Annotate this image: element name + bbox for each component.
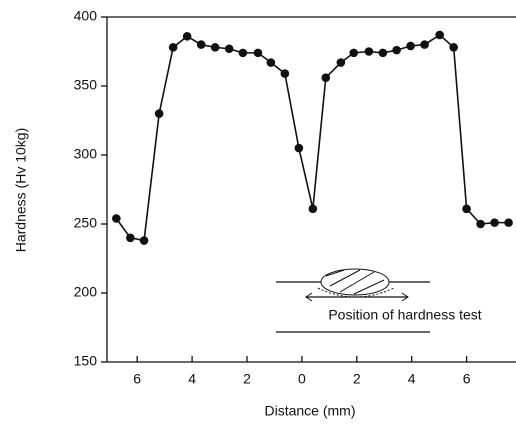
data-point: [449, 43, 458, 52]
y-tick-label: 300: [74, 146, 98, 162]
data-point: [112, 214, 121, 223]
data-point: [253, 48, 263, 58]
haz: [317, 287, 395, 298]
weld-diagram: [276, 268, 430, 333]
hatch: [325, 269, 385, 295]
data-point: [126, 233, 135, 243]
data-point: [349, 48, 359, 58]
weld-bead: [320, 268, 390, 296]
x-tick-label: 2: [353, 371, 361, 387]
data-point: [224, 44, 234, 54]
x-tick-label: 2: [243, 371, 251, 387]
x-tick-label: 4: [408, 371, 416, 387]
x-tick-label: 6: [463, 371, 471, 387]
data-point: [139, 236, 149, 245]
x-axis-label: Distance (mm): [264, 403, 355, 419]
data-point: [420, 40, 429, 49]
y-axis-label: Hardness (Hv 10kg): [13, 128, 29, 253]
data-point: [266, 58, 276, 67]
arrows: [305, 292, 409, 302]
data-point: [321, 73, 331, 83]
y-tick-label: 200: [74, 284, 98, 300]
data-point: [168, 43, 178, 52]
y-tick-label: 400: [74, 8, 98, 24]
y-tick-label: 250: [74, 215, 98, 231]
data-point: [392, 45, 401, 55]
data-point: [280, 69, 290, 78]
data-point: [435, 30, 444, 40]
y-tick-label: 150: [74, 353, 98, 369]
data-point: [196, 40, 206, 49]
data-point: [336, 58, 346, 67]
data-point: [210, 43, 220, 52]
data-point: [462, 204, 471, 214]
y-tick-label: 350: [74, 77, 98, 93]
data-point: [476, 219, 485, 229]
data-point: [364, 47, 374, 56]
data-point: [490, 218, 499, 227]
data-point: [238, 48, 248, 58]
x-tick-label: 0: [298, 371, 306, 387]
x-tick-label: 6: [133, 371, 141, 387]
data-point: [294, 143, 304, 153]
data-point: [154, 109, 164, 118]
data-point: [308, 204, 318, 214]
data-point: [182, 32, 192, 41]
annotation: Position of hardness test: [328, 307, 481, 323]
data-point: [378, 48, 388, 58]
data-point: [504, 218, 513, 227]
x-tick-label: 4: [188, 371, 196, 387]
data-point: [406, 41, 415, 51]
